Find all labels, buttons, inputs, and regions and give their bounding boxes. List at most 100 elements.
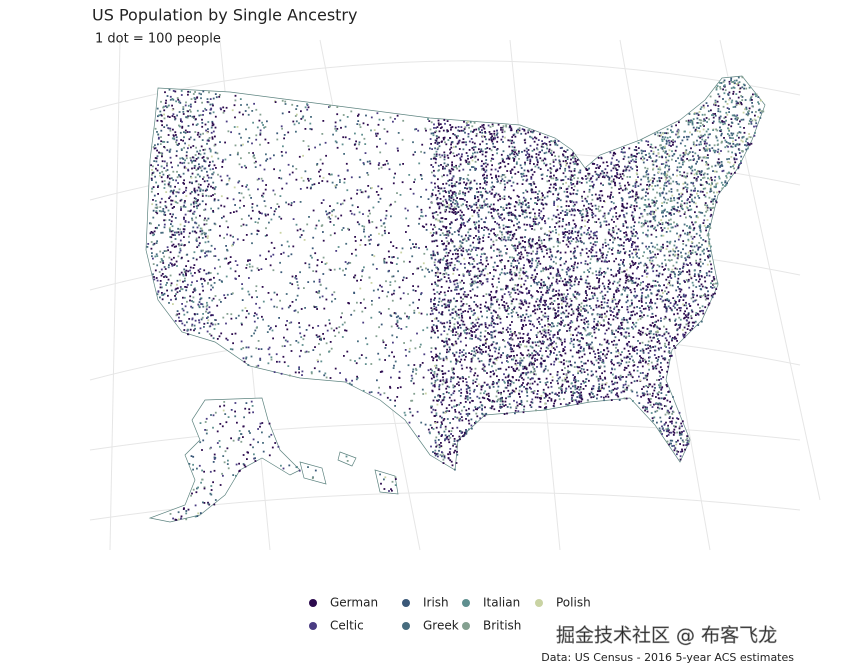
- population-dot: [224, 413, 227, 415]
- population-dot: [450, 300, 452, 303]
- population-dot: [641, 392, 644, 395]
- population-dot: [462, 129, 465, 132]
- population-dot: [672, 305, 675, 307]
- population-dot: [449, 436, 452, 439]
- population-dot: [538, 214, 540, 217]
- population-dot: [458, 390, 461, 392]
- population-dot: [209, 150, 212, 153]
- population-dot: [680, 288, 683, 291]
- population-dot: [371, 303, 373, 306]
- population-dot: [517, 203, 520, 206]
- population-dot: [544, 202, 547, 205]
- population-dot: [462, 310, 465, 313]
- population-dot: [293, 201, 296, 203]
- population-dot: [401, 138, 404, 141]
- population-dot: [596, 277, 598, 279]
- population-dot: [674, 250, 676, 253]
- population-dot: [637, 147, 640, 149]
- population-dot: [431, 148, 433, 150]
- population-dot: [703, 194, 706, 196]
- population-dot: [309, 122, 312, 125]
- population-dot: [660, 248, 663, 251]
- population-dot: [745, 108, 748, 111]
- population-dot: [616, 394, 619, 397]
- population-dot: [489, 349, 491, 352]
- population-dot: [578, 311, 580, 314]
- population-dot: [673, 213, 675, 215]
- population-dot: [397, 387, 399, 389]
- population-dot: [457, 153, 460, 156]
- population-dot: [541, 143, 544, 146]
- population-dot: [620, 151, 623, 153]
- population-dot: [693, 173, 696, 176]
- population-dot: [434, 452, 436, 455]
- population-dot: [595, 207, 598, 210]
- population-dot: [714, 200, 717, 202]
- population-dot: [497, 385, 500, 388]
- population-dot: [616, 317, 619, 320]
- population-dot: [563, 150, 565, 152]
- population-dot: [670, 209, 673, 211]
- population-dot: [438, 369, 441, 372]
- population-dot: [523, 283, 526, 286]
- population-dot: [638, 375, 640, 378]
- population-dot: [165, 99, 167, 102]
- population-dot: [534, 136, 536, 139]
- population-dot: [410, 380, 413, 382]
- population-dot: [241, 299, 244, 301]
- population-dot: [626, 286, 628, 289]
- population-dot: [334, 125, 337, 128]
- population-dot: [607, 350, 610, 353]
- population-dot: [599, 248, 601, 251]
- population-dot: [688, 159, 690, 162]
- population-dot: [434, 131, 437, 134]
- population-dot: [392, 120, 394, 123]
- population-dot: [695, 259, 697, 262]
- population-dot: [301, 370, 304, 373]
- population-dot: [296, 284, 299, 287]
- population-dot: [164, 268, 167, 270]
- population-dot: [739, 131, 742, 134]
- population-dot: [598, 355, 601, 358]
- population-dot: [493, 330, 496, 333]
- population-dot: [163, 180, 166, 182]
- population-dot: [299, 271, 301, 274]
- population-dot: [383, 478, 385, 481]
- population-dot: [490, 238, 493, 241]
- population-dot: [222, 474, 224, 477]
- population-dot: [634, 186, 637, 188]
- population-dot: [722, 81, 725, 83]
- population-dot: [444, 122, 446, 125]
- population-dot: [184, 206, 187, 208]
- population-dot: [663, 184, 666, 187]
- population-dot: [216, 430, 219, 433]
- population-dot: [227, 459, 229, 462]
- population-dot: [604, 241, 607, 244]
- population-dot: [523, 386, 525, 388]
- population-dot: [448, 430, 450, 433]
- population-dot: [661, 210, 664, 212]
- population-dot: [351, 204, 354, 207]
- population-dot: [427, 369, 430, 372]
- population-dot: [460, 126, 463, 128]
- population-dot: [234, 260, 237, 262]
- population-dot: [170, 177, 173, 180]
- population-dot: [702, 147, 705, 150]
- population-dot: [614, 152, 617, 155]
- population-dot: [334, 185, 337, 187]
- population-dot: [709, 260, 711, 263]
- population-dot: [375, 135, 378, 137]
- population-dot: [682, 293, 685, 296]
- population-dot: [499, 198, 501, 201]
- population-dot: [481, 227, 483, 229]
- population-dot: [267, 348, 270, 351]
- population-dot: [147, 243, 150, 245]
- population-dot: [207, 235, 209, 238]
- population-dot: [189, 109, 191, 111]
- population-dot: [543, 281, 545, 283]
- population-dot: [159, 152, 162, 154]
- population-dot: [279, 299, 281, 302]
- population-dot: [531, 323, 534, 326]
- population-dot: [444, 438, 447, 440]
